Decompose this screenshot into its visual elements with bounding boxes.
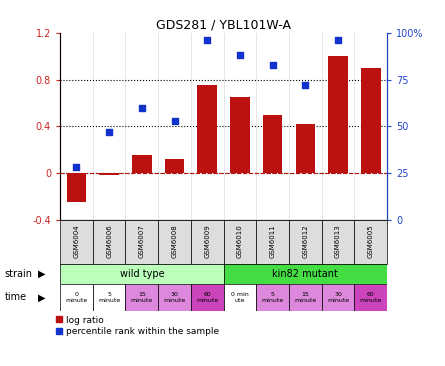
Text: 30
minute: 30 minute	[163, 292, 186, 303]
Bar	[165, 159, 184, 173]
Point	[204, 37, 211, 43]
Point	[105, 129, 113, 135]
Text: GSM6010: GSM6010	[237, 225, 243, 258]
Bar	[191, 284, 224, 311]
Bar	[198, 85, 217, 173]
Text: GSM6007: GSM6007	[139, 225, 145, 258]
Bar	[125, 220, 158, 264]
Bar	[256, 220, 289, 264]
Point	[236, 52, 243, 58]
Title: GDS281 / YBL101W-A: GDS281 / YBL101W-A	[156, 19, 291, 32]
Bar	[263, 115, 283, 173]
Point	[171, 118, 178, 124]
Text: 5
minute: 5 minute	[98, 292, 120, 303]
Text: kin82 mutant: kin82 mutant	[272, 269, 338, 279]
Bar	[328, 56, 348, 173]
Point	[302, 82, 309, 88]
Text: time: time	[4, 292, 27, 302]
Text: GSM6008: GSM6008	[172, 225, 178, 258]
Bar	[191, 220, 224, 264]
Bar	[158, 220, 191, 264]
Text: 0
minute: 0 minute	[65, 292, 88, 303]
Text: GSM6012: GSM6012	[303, 225, 308, 258]
Bar	[322, 220, 355, 264]
Text: 30
minute: 30 minute	[327, 292, 349, 303]
Bar	[224, 284, 256, 311]
Point	[367, 15, 374, 21]
Bar	[230, 97, 250, 173]
Text: ▶: ▶	[38, 269, 45, 279]
Bar	[93, 220, 125, 264]
Text: GSM6006: GSM6006	[106, 225, 112, 258]
Bar	[322, 284, 355, 311]
Text: GSM6005: GSM6005	[368, 225, 374, 258]
Text: 0 min
ute: 0 min ute	[231, 292, 249, 303]
Text: GSM6013: GSM6013	[335, 225, 341, 258]
Text: 15
minute: 15 minute	[294, 292, 316, 303]
Bar	[224, 220, 256, 264]
Bar	[224, 264, 387, 284]
Bar	[158, 284, 191, 311]
Text: GSM6011: GSM6011	[270, 225, 275, 258]
Bar	[361, 68, 380, 173]
Bar	[60, 220, 93, 264]
Text: 5
minute: 5 minute	[262, 292, 284, 303]
Text: 15
minute: 15 minute	[131, 292, 153, 303]
Text: GSM6004: GSM6004	[73, 225, 79, 258]
Point	[335, 37, 342, 43]
Point	[138, 105, 146, 111]
Text: wild type: wild type	[120, 269, 164, 279]
Bar	[67, 173, 86, 202]
Bar	[256, 284, 289, 311]
Bar	[289, 220, 322, 264]
Text: GSM6009: GSM6009	[204, 225, 210, 258]
Text: strain: strain	[4, 269, 32, 279]
Bar	[289, 284, 322, 311]
Bar	[295, 124, 315, 173]
Text: 60
minute: 60 minute	[360, 292, 382, 303]
Text: ▶: ▶	[38, 292, 45, 302]
Bar	[355, 284, 387, 311]
Bar	[132, 156, 152, 173]
Bar	[99, 173, 119, 175]
Point	[73, 164, 80, 170]
Bar	[60, 264, 224, 284]
Bar	[355, 220, 387, 264]
Bar	[60, 284, 93, 311]
Point	[269, 62, 276, 68]
Text: 60
minute: 60 minute	[196, 292, 218, 303]
Legend: log ratio, percentile rank within the sample: log ratio, percentile rank within the sa…	[56, 315, 219, 336]
Bar	[125, 284, 158, 311]
Bar	[93, 284, 125, 311]
